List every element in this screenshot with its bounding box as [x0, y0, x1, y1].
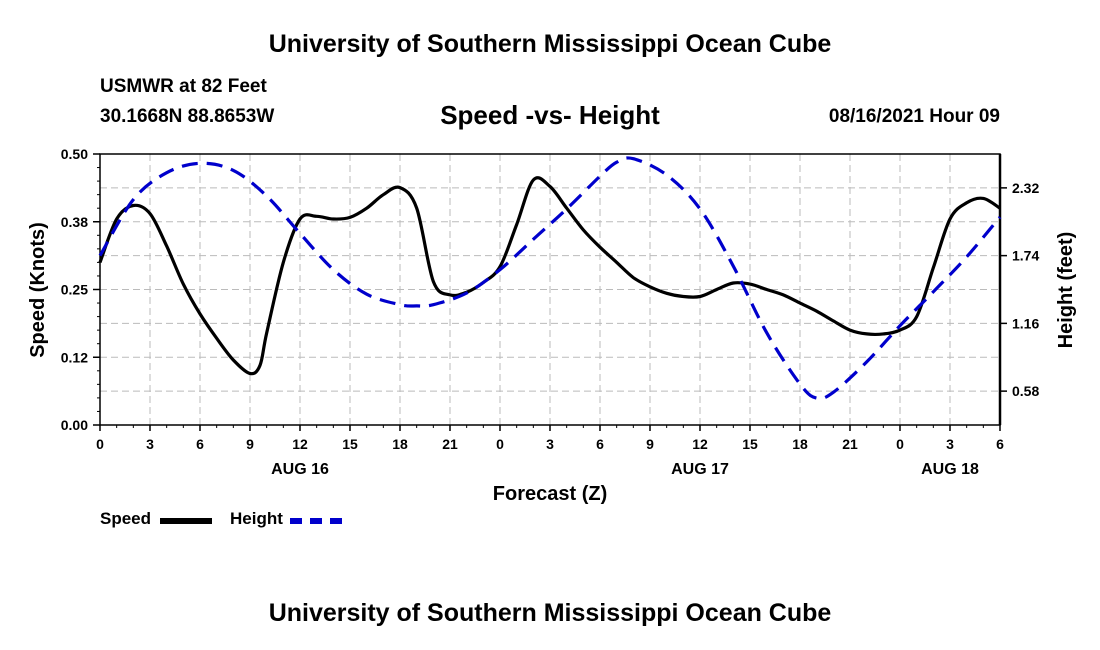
chart-title-top: University of Southern Mississippi Ocean…: [268, 30, 832, 58]
chart-title-bottom: University of Southern Mississippi Ocean…: [268, 599, 832, 627]
x-tick-label: 15: [742, 436, 758, 452]
x-tick-label: 15: [342, 436, 358, 452]
ticks-layer: 0 3 6 9 12 15 18 21 0 3 6 9 12 15 18 21 0 3 6 AUG 16 AUG 17 A…: [61, 146, 1040, 478]
date-label: AUG 16: [271, 461, 329, 478]
x-tick-label: 6: [196, 436, 204, 452]
y-tick-label: 0.00: [61, 417, 88, 433]
y2-tick-label: 1.16: [1012, 315, 1039, 331]
forecast-datetime: 08/16/2021 Hour 09: [828, 106, 1000, 127]
date-label: AUG 18: [921, 461, 979, 478]
x-tick-label: 18: [392, 436, 408, 452]
y-axis-label: Speed (Knots): [27, 222, 49, 358]
legend-speed-swatch: [160, 518, 212, 524]
y2-axis-label: Height (feet): [1055, 232, 1077, 349]
date-label: AUG 17: [671, 461, 729, 478]
x-tick-label: 21: [842, 436, 858, 452]
coordinates-label: 30.1668N 88.8653W: [100, 106, 275, 127]
y-tick-label: 0.50: [61, 146, 88, 162]
x-tick-label: 0: [96, 436, 104, 452]
y2-tick-label: 1.74: [1012, 248, 1039, 264]
x-tick-label: 3: [146, 436, 154, 452]
station-label: USMWR at 82 Feet: [100, 76, 267, 97]
y2-tick-label: 2.32: [1012, 180, 1039, 196]
legend-speed-label: Speed: [100, 509, 152, 528]
x-axis-label: Forecast (Z): [493, 483, 607, 505]
x-tick-label: 3: [946, 436, 954, 452]
x-tick-label: 6: [596, 436, 604, 452]
speed-series-line: [98, 176, 1001, 376]
legend-height-swatch: [290, 518, 342, 524]
chart-subtitle: Speed -vs- Height: [440, 100, 660, 130]
x-tick-label: 0: [496, 436, 504, 452]
x-tick-label: 12: [692, 436, 708, 452]
y-tick-label: 0.12: [61, 349, 88, 365]
y2-tick-label: 0.58: [1012, 383, 1039, 399]
x-tick-label: 0: [896, 436, 904, 452]
legend-height-label: Height: [230, 509, 283, 528]
height-series-line: [98, 156, 1002, 401]
x-tick-label: 12: [292, 436, 308, 452]
grid-layer: [100, 154, 1000, 425]
series-layer: [98, 156, 1002, 401]
x-tick-label: 21: [442, 436, 458, 452]
y-tick-label: 0.25: [61, 282, 88, 298]
x-tick-label: 6: [996, 436, 1004, 452]
x-tick-label: 9: [246, 436, 254, 452]
y-tick-label: 0.38: [61, 214, 88, 230]
x-tick-label: 18: [792, 436, 808, 452]
x-tick-label: 3: [546, 436, 554, 452]
x-tick-label: 9: [646, 436, 654, 452]
